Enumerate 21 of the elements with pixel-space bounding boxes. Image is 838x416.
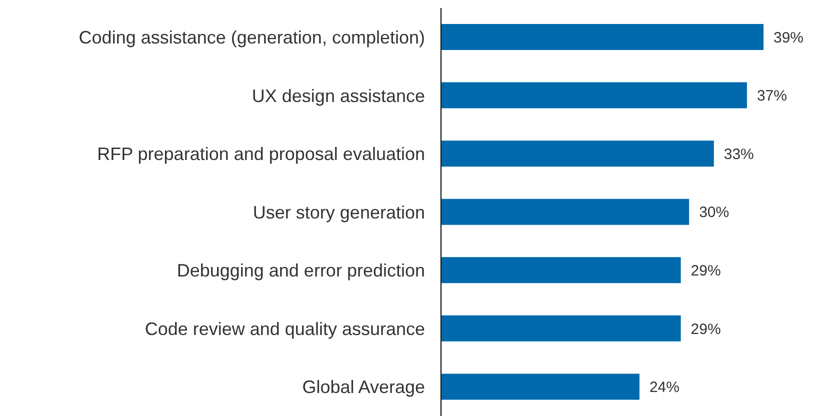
bar (441, 24, 764, 50)
data-label: 24% (649, 379, 680, 396)
data-label: 33% (724, 146, 754, 163)
y-tick-label: Global Average (302, 377, 425, 398)
y-tick-label: Debugging and error prediction (176, 260, 425, 281)
data-label: 29% (690, 320, 721, 338)
bar (441, 315, 681, 342)
data-label: 39% (774, 29, 804, 46)
bar (441, 82, 747, 108)
y-tick-label: Code review and quality assurance (144, 318, 425, 339)
y-tick-label: UX design assistance (252, 86, 425, 106)
bar (441, 374, 640, 400)
data-label: 37% (756, 88, 787, 105)
data-label: 30% (699, 204, 730, 222)
data-label: 29% (690, 262, 721, 280)
y-tick-label: User story generation (252, 202, 425, 222)
bar (441, 257, 681, 284)
bar (441, 140, 714, 167)
y-tick-label: RFP preparation and proposal evaluation (97, 144, 425, 164)
bar (441, 198, 690, 225)
y-tick-label: Coding assistance (generation, completion) (78, 28, 425, 48)
